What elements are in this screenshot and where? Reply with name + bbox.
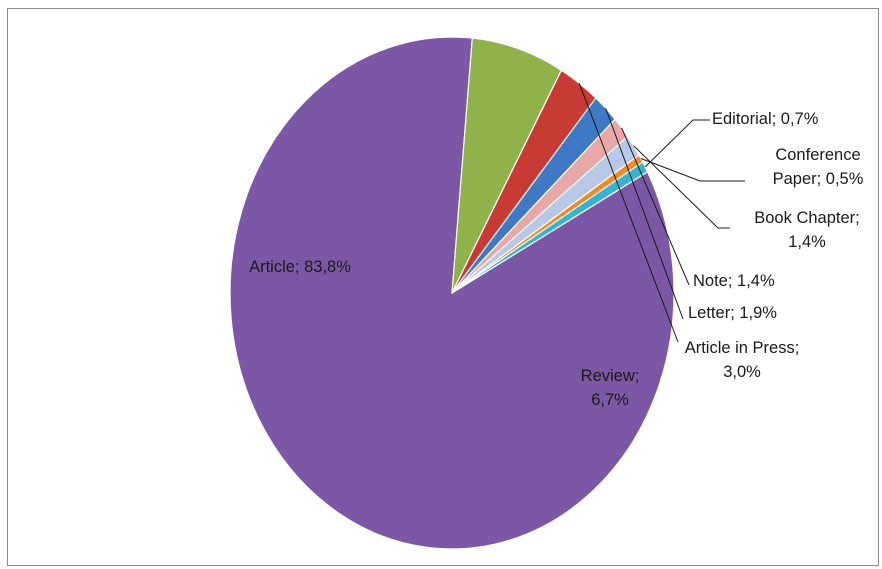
leader-line-editorial	[644, 119, 710, 168]
data-label-article: Article; 83,8%	[249, 258, 351, 276]
leader-line-note	[621, 127, 690, 286]
data-label-editorial: Editorial; 0,7%	[712, 110, 819, 128]
data-label-review: Review; 6,7%	[581, 367, 640, 409]
leader-line-letter	[605, 108, 684, 320]
data-label-note: Note; 1,4%	[693, 272, 775, 290]
pie-slice-review	[451, 37, 563, 294]
data-label-letter: Letter; 1,9%	[688, 304, 777, 322]
data-label-article-in-press: Article in Press; 3,0%	[685, 339, 800, 381]
data-label-book-chapter: Book Chapter; 1,4%	[754, 209, 859, 251]
leader-line-book-chapter	[633, 145, 730, 229]
data-label-conference-paper: Conference Paper; 0,5%	[773, 146, 864, 188]
leader-line-conference-paper	[640, 158, 745, 182]
leader-line-article-in-press	[578, 83, 679, 343]
